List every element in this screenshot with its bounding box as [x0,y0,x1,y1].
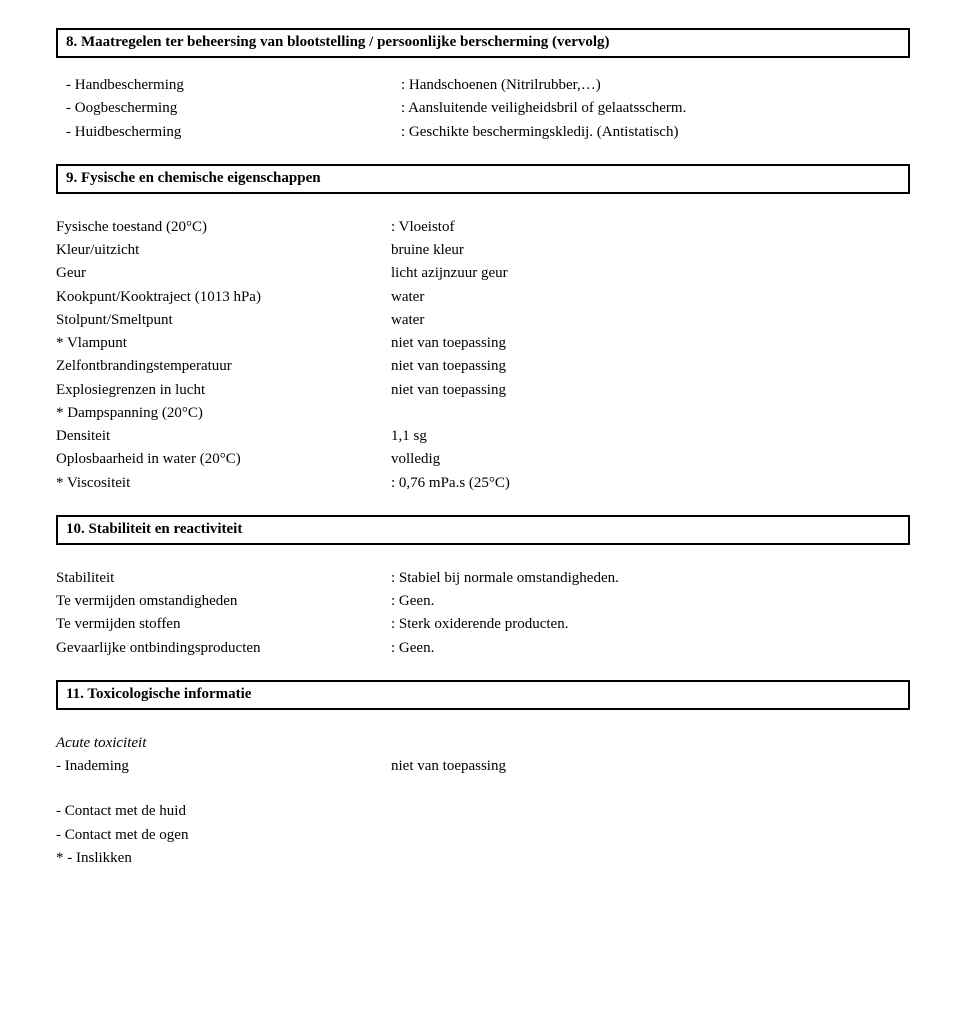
label: Fysische toestand (20°C) [56,216,391,239]
label: * Vlampunt [56,332,391,355]
row-densiteit: Densiteit 1,1 sg [56,425,910,448]
label: Geur [56,262,391,285]
row-vlampunt: * Vlampunt niet van toepassing [56,332,910,355]
row-inslikken: * - Inslikken [56,847,910,870]
label: - Oogbescherming [66,97,401,120]
section-11-body: Acute toxiciteit - Inademing niet van to… [56,732,910,870]
label: Explosiegrenzen in lucht [56,379,391,402]
row-oogbescherming: - Oogbescherming : Aansluitende veilighe… [66,97,910,120]
section-9-header: 9. Fysische en chemische eigenschappen [56,164,910,194]
label: Kleur/uitzicht [56,239,391,262]
section-8-body: - Handbescherming : Handschoenen (Nitril… [66,74,910,144]
value: licht azijnzuur geur [391,262,910,285]
label: Gevaarlijke ontbindingsproducten [56,637,391,660]
row-zelfontbranding: Zelfontbrandingstemperatuur niet van toe… [56,355,910,378]
row-oplosbaarheid: Oplosbaarheid in water (20°C) volledig [56,448,910,471]
row-huidbescherming: - Huidbescherming : Geschikte beschermin… [66,121,910,144]
section-11-header: 11. Toxicologische informatie [56,680,910,710]
section-8-header: 8. Maatregelen ter beheersing van bloots… [56,28,910,58]
value: 1,1 sg [391,425,910,448]
label: * Dampspanning (20°C) [56,402,391,425]
row-fysische-toestand: Fysische toestand (20°C) : Vloeistof [56,216,910,239]
value: niet van toepassing [391,355,910,378]
label: Stabiliteit [56,567,391,590]
acute-toxiciteit-label: Acute toxiciteit [56,732,910,755]
label: Te vermijden omstandigheden [56,590,391,613]
value: : Sterk oxiderende producten. [391,613,910,636]
row-contact-ogen: - Contact met de ogen [56,824,910,847]
row-stolpunt: Stolpunt/Smeltpunt water [56,309,910,332]
value: bruine kleur [391,239,910,262]
value: : Aansluitende veiligheidsbril of gelaat… [401,97,910,120]
label: - Inademing [56,755,391,778]
label: - Huidbescherming [66,121,401,144]
label: Oplosbaarheid in water (20°C) [56,448,391,471]
value: : Handschoenen (Nitrilrubber,…) [401,74,910,97]
value: niet van toepassing [391,755,910,778]
label: Kookpunt/Kooktraject (1013 hPa) [56,286,391,309]
row-handbescherming: - Handbescherming : Handschoenen (Nitril… [66,74,910,97]
value: : Vloeistof [391,216,910,239]
value: water [391,286,910,309]
row-contact-huid: - Contact met de huid [56,800,910,823]
row-kookpunt: Kookpunt/Kooktraject (1013 hPa) water [56,286,910,309]
value: niet van toepassing [391,332,910,355]
label: Zelfontbrandingstemperatuur [56,355,391,378]
value: : Geschikte beschermingskledij. (Antista… [401,121,910,144]
value: water [391,309,910,332]
row-geur: Geur licht azijnzuur geur [56,262,910,285]
value: : 0,76 mPa.s (25°C) [391,472,910,495]
section-9-body: Fysische toestand (20°C) : Vloeistof Kle… [56,216,910,495]
label: Te vermijden stoffen [56,613,391,636]
value: niet van toepassing [391,379,910,402]
value: : Stabiel bij normale omstandigheden. [391,567,910,590]
row-stabiliteit: Stabiliteit : Stabiel bij normale omstan… [56,567,910,590]
label: Densiteit [56,425,391,448]
value [391,402,910,425]
row-kleur: Kleur/uitzicht bruine kleur [56,239,910,262]
value: : Geen. [391,637,910,660]
label: * Viscositeit [56,472,391,495]
row-te-vermijden-omst: Te vermijden omstandigheden : Geen. [56,590,910,613]
row-te-vermijden-stoffen: Te vermijden stoffen : Sterk oxiderende … [56,613,910,636]
label: - Handbescherming [66,74,401,97]
row-viscositeit: * Viscositeit : 0,76 mPa.s (25°C) [56,472,910,495]
value: : Geen. [391,590,910,613]
value: volledig [391,448,910,471]
section-10-header: 10. Stabiliteit en reactiviteit [56,515,910,545]
section-10-body: Stabiliteit : Stabiel bij normale omstan… [56,567,910,660]
row-inademing: - Inademing niet van toepassing [56,755,910,778]
row-explosiegrenzen: Explosiegrenzen in lucht niet van toepas… [56,379,910,402]
row-dampspanning: * Dampspanning (20°C) [56,402,910,425]
row-gevaarlijke-ontbinding: Gevaarlijke ontbindingsproducten : Geen. [56,637,910,660]
label: Stolpunt/Smeltpunt [56,309,391,332]
